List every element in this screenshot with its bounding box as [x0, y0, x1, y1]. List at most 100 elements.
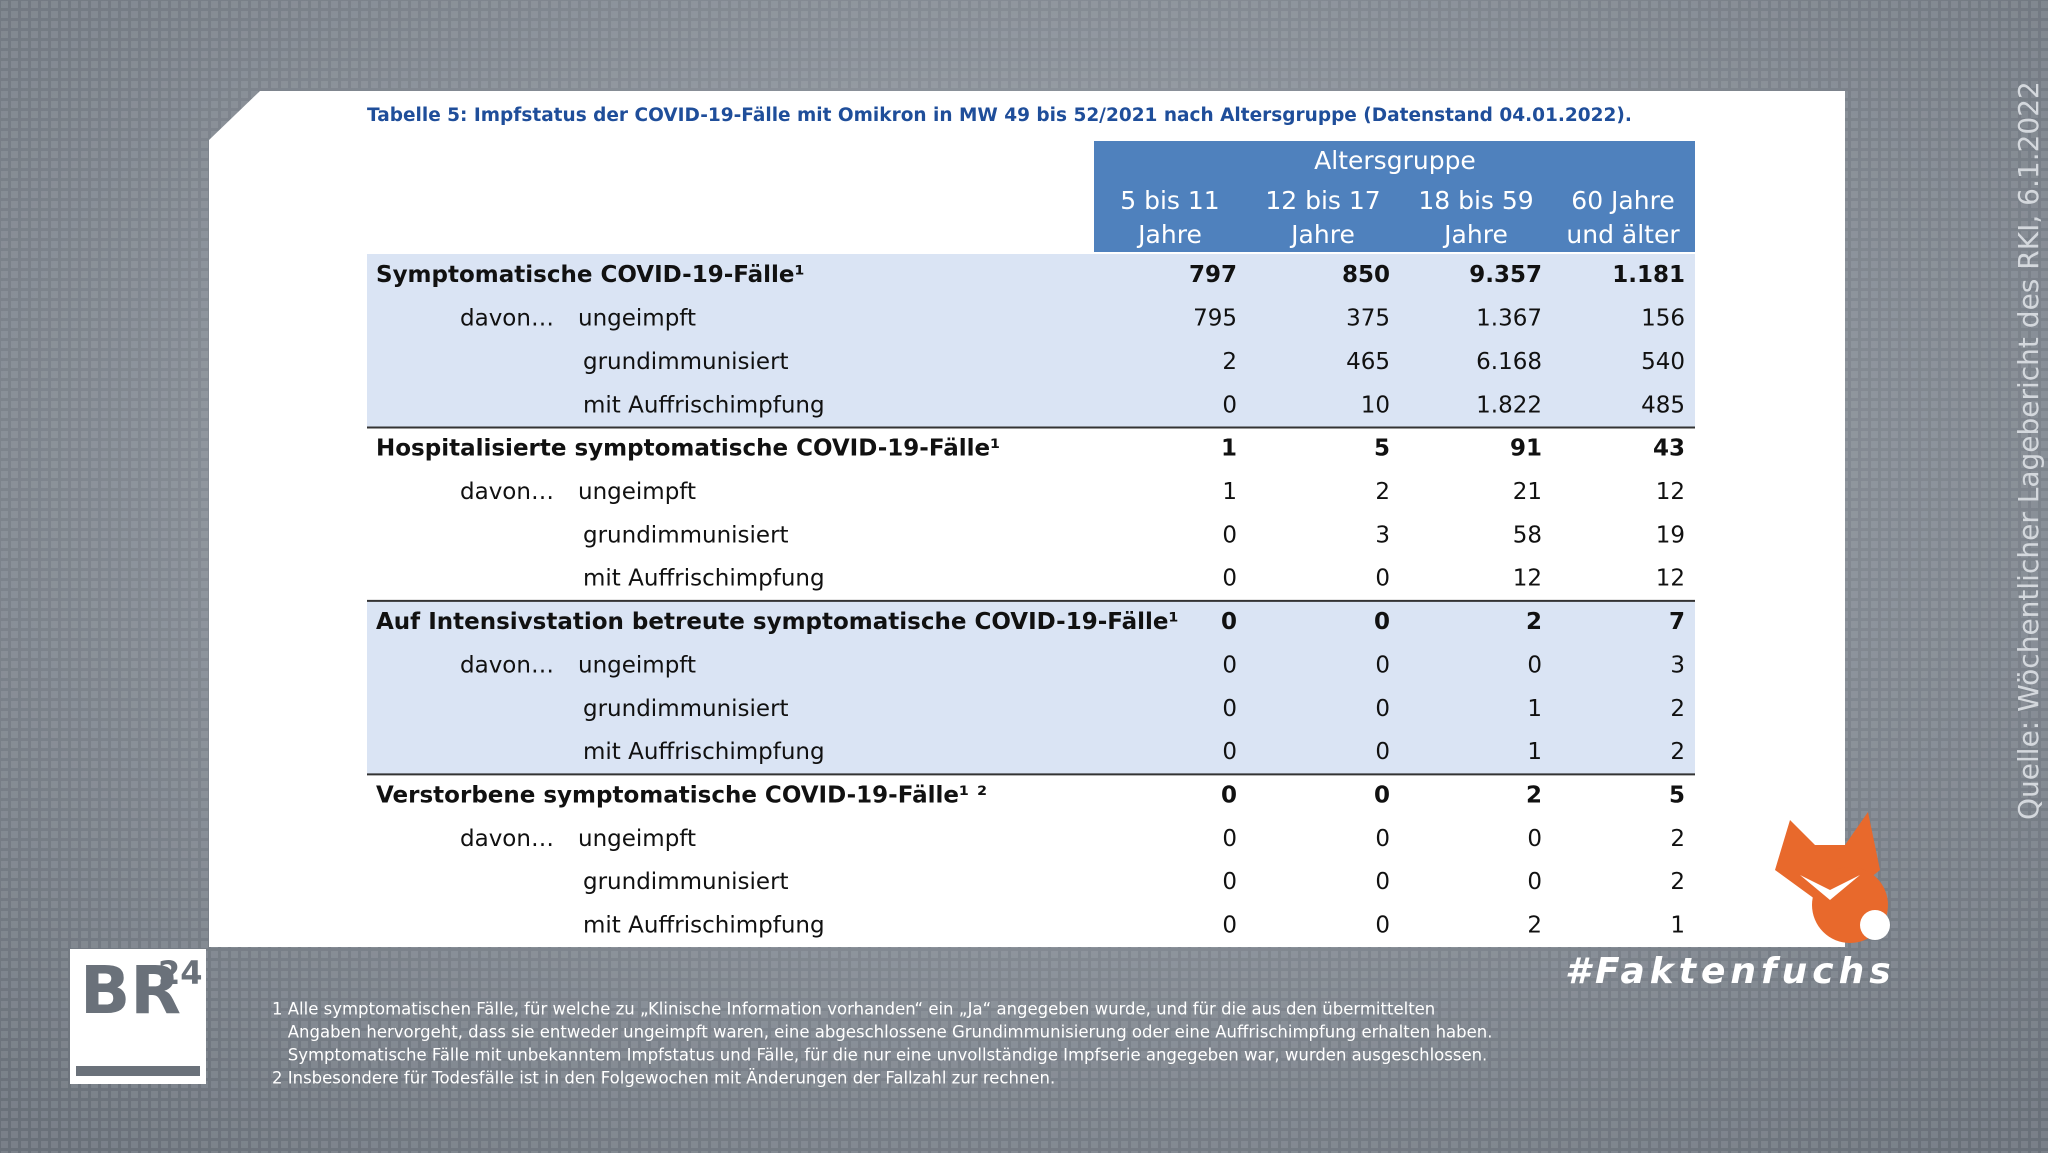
cell: 540 — [1641, 349, 1685, 375]
section-label: Hospitalisierte symptomatische COVID-19-… — [376, 436, 1000, 462]
cell: 1 — [1527, 696, 1542, 722]
row-label: ungeimpft — [578, 826, 696, 852]
logo-sup: 24 — [158, 954, 203, 992]
cell: 43 — [1653, 436, 1685, 462]
cell: 0 — [1374, 783, 1390, 809]
cell: 0 — [1375, 652, 1390, 678]
cell: 2 — [1670, 869, 1685, 895]
column-header: Jahre — [1136, 220, 1202, 249]
column-header: 18 bis 59 — [1418, 186, 1533, 215]
cell: 0 — [1222, 392, 1237, 418]
cell: 12 — [1513, 566, 1542, 592]
section-shade — [367, 600, 1695, 775]
cell: 0 — [1375, 566, 1390, 592]
fox-icon — [1775, 812, 1890, 943]
cell: 0 — [1222, 652, 1237, 678]
row-label: mit Auffrischimpfung — [583, 913, 825, 939]
column-header: und älter — [1566, 220, 1680, 249]
section-shade — [367, 254, 1695, 428]
cell: 1 — [1670, 913, 1685, 939]
cell: 0 — [1222, 522, 1237, 548]
row-prefix: davon… — [460, 479, 554, 505]
row-label: ungeimpft — [578, 479, 696, 505]
cell: 0 — [1527, 869, 1542, 895]
logo-main: BR — [80, 952, 181, 1029]
cell: 2 — [1527, 913, 1542, 939]
cell: 0 — [1222, 826, 1237, 852]
cell: 156 — [1641, 306, 1685, 332]
column-header: 60 Jahre — [1571, 186, 1674, 215]
column-header: 5 bis 11 — [1120, 186, 1219, 215]
cell: 1 — [1222, 479, 1237, 505]
logo-box — [70, 949, 206, 1084]
cell: 5 — [1669, 783, 1685, 809]
header-group: Altersgruppe — [1314, 146, 1476, 175]
cell: 3 — [1375, 522, 1390, 548]
cell: 7 — [1669, 609, 1685, 635]
cell: 795 — [1193, 306, 1237, 332]
cell: 0 — [1222, 869, 1237, 895]
cell: 0 — [1375, 826, 1390, 852]
logo-bar — [76, 1066, 200, 1076]
cell: 0 — [1375, 869, 1390, 895]
cell: 12 — [1656, 566, 1685, 592]
cell: 0 — [1222, 696, 1237, 722]
section-label: Verstorbene symptomatische COVID-19-Fäll… — [376, 783, 987, 809]
cell: 0 — [1375, 913, 1390, 939]
cell: 10 — [1361, 392, 1390, 418]
cell: 0 — [1221, 783, 1237, 809]
cell: 12 — [1656, 479, 1685, 505]
column-header: Jahre — [1442, 220, 1508, 249]
cell: 0 — [1222, 566, 1237, 592]
cell: 9.357 — [1469, 262, 1542, 288]
row-label: grundimmunisiert — [583, 349, 789, 375]
cell: 0 — [1374, 609, 1390, 635]
row-label: mit Auffrischimpfung — [583, 566, 825, 592]
cell: 21 — [1513, 479, 1542, 505]
cell: 2 — [1526, 783, 1542, 809]
cell: 0 — [1222, 913, 1237, 939]
cell: 1 — [1221, 436, 1237, 462]
cell: 2 — [1670, 739, 1685, 765]
footnote: Angaben hervorgeht, dass sie entweder un… — [272, 1023, 1492, 1042]
row-prefix: davon… — [460, 306, 554, 332]
cell: 1.822 — [1476, 392, 1542, 418]
column-header: 12 bis 17 — [1265, 186, 1380, 215]
row-label: grundimmunisiert — [583, 696, 789, 722]
cell: 58 — [1513, 522, 1542, 548]
cell: 1 — [1527, 739, 1542, 765]
cell: 2 — [1670, 826, 1685, 852]
cell: 2 — [1222, 349, 1237, 375]
brand: #Faktenfuchs — [1565, 951, 1896, 992]
row-label: ungeimpft — [578, 652, 696, 678]
row-prefix: davon… — [460, 652, 554, 678]
cell: 0 — [1375, 739, 1390, 765]
row-label: grundimmunisiert — [583, 522, 789, 548]
cell: 1.367 — [1476, 306, 1542, 332]
row-label: ungeimpft — [578, 306, 696, 332]
cell: 6.168 — [1476, 349, 1542, 375]
cell: 465 — [1346, 349, 1390, 375]
cell: 0 — [1527, 652, 1542, 678]
cell: 91 — [1510, 436, 1542, 462]
footnote: 2 Insbesondere für Todesfälle ist in den… — [272, 1069, 1055, 1088]
cell: 19 — [1656, 522, 1685, 548]
header-box — [1094, 141, 1695, 252]
cell: 797 — [1189, 262, 1237, 288]
row-prefix: davon… — [460, 826, 554, 852]
cell: 485 — [1641, 392, 1685, 418]
cell: 0 — [1221, 609, 1237, 635]
cell: 2 — [1670, 696, 1685, 722]
section-label: Auf Intensivstation betreute symptomatis… — [376, 609, 1179, 635]
cell: 375 — [1346, 306, 1390, 332]
table-title: Tabelle 5: Impfstatus der COVID-19-Fälle… — [367, 105, 1632, 126]
column-header: Jahre — [1289, 220, 1355, 249]
row-label: mit Auffrischimpfung — [583, 739, 825, 765]
footnote: 1 Alle symptomatischen Fälle, für welche… — [272, 1000, 1435, 1019]
section-label: Symptomatische COVID-19-Fälle¹ — [376, 262, 805, 288]
cell: 0 — [1222, 739, 1237, 765]
source: Quelle: Wöchentlicher Lagebericht des RK… — [2012, 81, 2045, 820]
cell: 3 — [1670, 652, 1685, 678]
cell: 0 — [1375, 696, 1390, 722]
